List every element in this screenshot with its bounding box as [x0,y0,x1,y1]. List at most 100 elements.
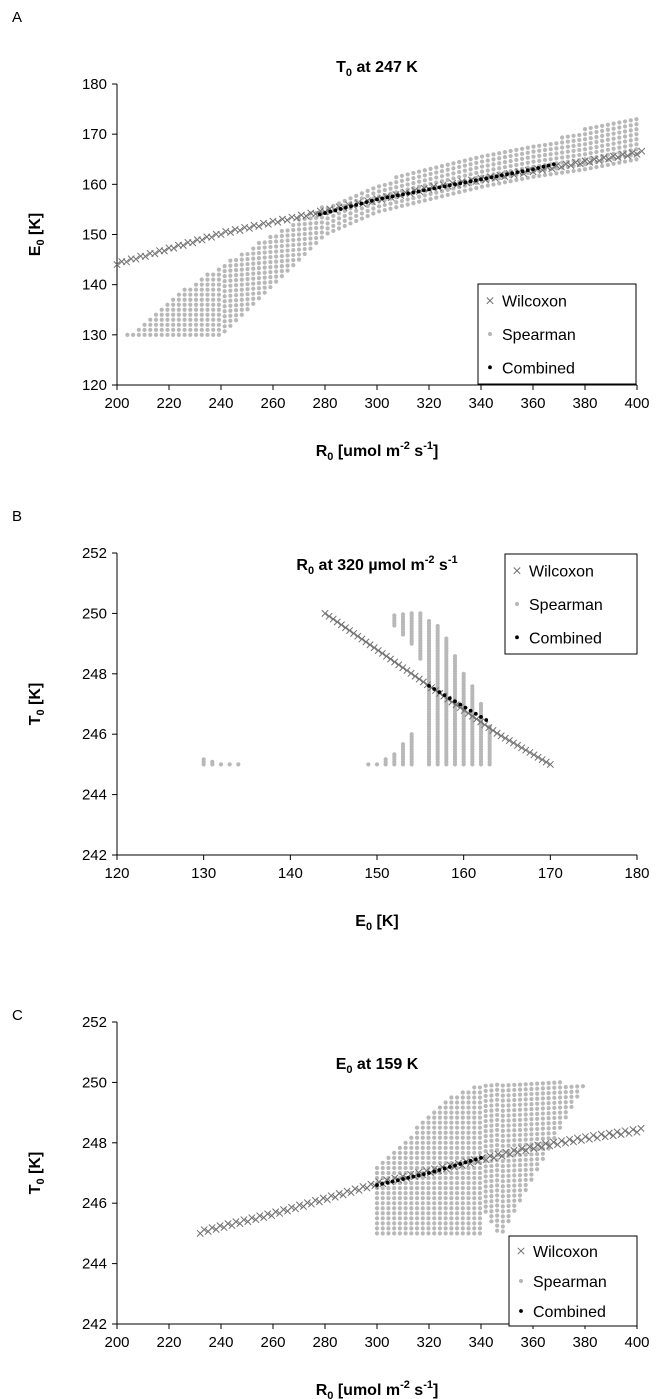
spearman-point [495,1213,500,1218]
spearman-point [426,1140,431,1145]
spearman-point [443,1186,448,1191]
spearman-point [525,160,530,165]
spearman-point [512,1082,517,1088]
spearman-point [582,162,588,167]
spearman-point [383,757,388,762]
spearman-point [302,251,307,257]
spearman-point [434,190,439,195]
spearman-point [409,1165,414,1171]
spearman-point [336,201,342,206]
spearman-point [466,1105,471,1110]
spearman-point [472,1170,477,1176]
spearman-point [388,191,393,196]
spearman-point [437,1140,443,1145]
spearman-point [554,156,559,161]
spearman-point [403,1196,408,1201]
spearman-point [605,132,610,137]
spearman-point [548,172,553,177]
spearman-point [426,1221,431,1226]
spearman-point [201,757,206,762]
spearman-point [359,211,365,216]
spearman-point [548,157,553,162]
spearman-point [622,119,628,124]
spearman-point [222,294,227,299]
spearman-point [514,152,519,158]
wilcoxon-point [590,155,599,163]
spearman-point [386,1170,391,1176]
wilcoxon-point [255,222,263,230]
spearman-point [449,1095,454,1100]
spearman-point [529,1096,534,1102]
spearman-point [454,1110,460,1115]
spearman-point [449,1145,454,1150]
spearman-point [279,238,284,244]
spearman-point [374,762,380,767]
combined-point [473,1157,478,1162]
spearman-point [477,1105,483,1110]
spearman-point [409,1201,414,1206]
spearman-point [500,1194,505,1199]
spearman-point [462,183,467,188]
spearman-point [216,287,222,292]
spearman-point [386,1160,391,1166]
spearman-point [477,1221,483,1226]
spearman-point [279,258,284,264]
wilcoxon-point [486,1152,494,1160]
spearman-point [342,213,347,218]
spearman-point [540,1156,545,1161]
spearman-point [417,194,422,199]
legend-marker-combined [515,635,519,640]
spearman-point [148,332,153,337]
wilcoxon-point [518,744,526,752]
spearman-point [634,132,639,137]
wilcoxon-point [370,644,378,652]
spearman-point [426,1206,431,1211]
spearman-point [454,1206,460,1211]
spearman-point [588,130,593,136]
spearman-point [500,1184,505,1189]
spearman-point [546,1121,551,1126]
spearman-point [449,1135,454,1140]
spearman-point [462,173,467,178]
wilcoxon-point [565,1135,574,1143]
spearman-point [188,327,193,332]
spearman-point [472,1090,477,1095]
spearman-point [500,1103,505,1108]
spearman-point [506,1128,511,1133]
spearman-point [392,1216,397,1221]
spearman-point [233,288,239,293]
series-combined [317,162,556,217]
spearman-point [500,1088,505,1093]
spearman-point [500,1143,505,1149]
spearman-point [188,312,193,317]
y-tick-label: 140 [82,277,107,294]
spearman-point [414,1206,420,1211]
wilcoxon-point [179,241,187,249]
wilcoxon-point [505,737,513,745]
spearman-point [426,1186,431,1191]
spearman-point [523,1107,528,1112]
spearman-point [512,1123,517,1128]
spearman-point [228,258,233,263]
spearman-point [508,158,513,164]
spearman-point [489,1143,494,1148]
spearman-point [193,312,199,317]
spearman-point [517,1112,523,1117]
spearman-point [392,1231,397,1236]
spearman-point [374,1211,380,1216]
spearman-point [497,181,502,186]
spearman-point [540,1091,545,1096]
spearman-point [489,1219,494,1224]
wilcoxon-point [395,661,403,669]
spearman-point [165,332,170,337]
spearman-point [443,1100,448,1105]
spearman-point [600,123,605,128]
spearman-point [454,1115,460,1120]
wilcoxon-point [415,1169,423,1177]
spearman-point [472,1216,477,1221]
spearman-point [529,1137,534,1142]
spearman-point [426,618,432,624]
spearman-point [153,327,159,332]
spearman-point [397,1231,402,1236]
